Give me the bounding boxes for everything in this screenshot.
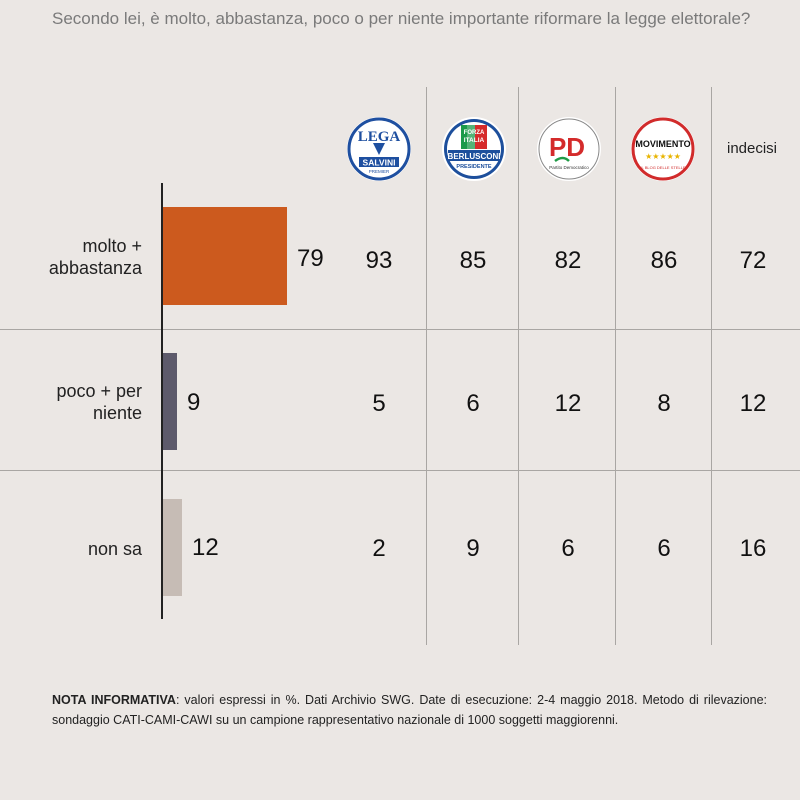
row-label-line: molto + — [82, 236, 142, 256]
table-cell: 5 — [372, 390, 386, 417]
lega-salvini-logo: LEGA SALVINI PREMIER — [347, 117, 411, 181]
svg-text:LEGA: LEGA — [358, 129, 401, 145]
row-label-line: niente — [92, 403, 142, 423]
column-divider — [518, 87, 519, 645]
row-label-line: non sa — [87, 539, 142, 559]
row-divider — [0, 470, 800, 471]
table-cell: 16 — [739, 535, 767, 562]
column-divider — [711, 87, 712, 645]
svg-text:★★★★★: ★★★★★ — [645, 152, 681, 161]
row-label-poco-per-niente: poco + per niente — [56, 380, 142, 424]
table-cell: 6 — [561, 535, 575, 562]
svg-text:PREMIER: PREMIER — [369, 169, 390, 174]
bar-value-label: 79 — [297, 245, 324, 272]
bar-value-label: 9 — [187, 389, 201, 416]
column-header-indecisi: indecisi — [726, 140, 778, 157]
bar-axis — [161, 183, 163, 619]
svg-text:SALVINI: SALVINI — [363, 158, 396, 168]
svg-text:FORZA: FORZA — [464, 130, 485, 136]
table-cell: 93 — [365, 247, 393, 274]
svg-text:Partito Democratico: Partito Democratico — [549, 165, 589, 170]
footnote: NOTA INFORMATIVA: valori espressi in %. … — [52, 690, 767, 730]
table-cell: 2 — [372, 535, 386, 562]
bar-value-label: 12 — [192, 534, 219, 561]
row-divider — [0, 329, 800, 330]
table-cell: 6 — [657, 535, 671, 562]
row-label-non-sa: non sa — [88, 538, 142, 560]
movimento-5-stelle-logo: MOVIMENTO ★★★★★ IL BLOG DELLE STELLE — [631, 117, 695, 181]
bar-molto-abbastanza — [163, 207, 287, 305]
survey-question: Secondo lei, è molto, abbastanza, poco o… — [52, 9, 751, 28]
table-cell: 72 — [739, 247, 767, 274]
row-label-molto-abbastanza: molto + abbastanza — [49, 235, 142, 279]
column-divider — [426, 87, 427, 645]
row-label-line: poco + per — [56, 381, 142, 401]
table-cell: 6 — [466, 390, 480, 417]
svg-text:BERLUSCONI: BERLUSCONI — [448, 152, 501, 161]
table-cell: 12 — [739, 390, 767, 417]
svg-text:IL BLOG DELLE STELLE: IL BLOG DELLE STELLE — [640, 165, 686, 170]
svg-text:PRESIDENTE: PRESIDENTE — [456, 164, 491, 170]
table-cell: 85 — [459, 247, 487, 274]
pd-logo: PD Partito Democratico — [537, 117, 601, 181]
bar-non-sa — [163, 499, 182, 596]
svg-text:PD: PD — [549, 132, 585, 162]
footnote-heading: NOTA INFORMATIVA — [52, 693, 176, 707]
column-divider — [615, 87, 616, 645]
table-cell: 8 — [657, 390, 671, 417]
bar-poco-per-niente — [163, 353, 177, 450]
forza-italia-logo: FORZA ITALIA BERLUSCONI PRESIDENTE — [442, 117, 506, 181]
table-cell: 86 — [650, 247, 678, 274]
svg-text:ITALIA: ITALIA — [464, 137, 485, 144]
footnote-text: : valori espressi in %. Dati Archivio SW… — [52, 693, 768, 727]
svg-text:MOVIMENTO: MOVIMENTO — [635, 139, 690, 149]
table-cell: 82 — [554, 247, 582, 274]
row-label-line: abbastanza — [48, 258, 142, 278]
table-cell: 12 — [554, 390, 582, 417]
table-cell: 9 — [466, 535, 480, 562]
